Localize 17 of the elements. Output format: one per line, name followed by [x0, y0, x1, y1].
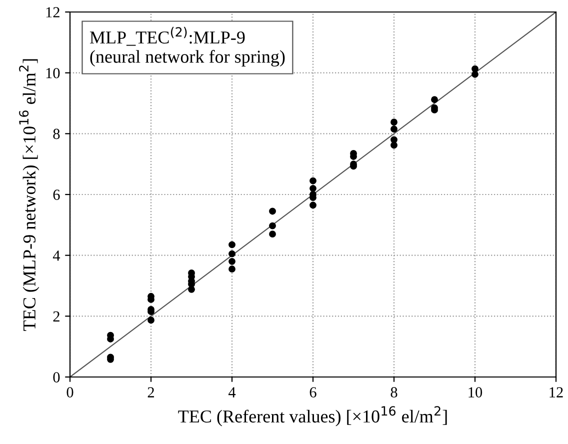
x-tick-label: 0	[66, 387, 74, 398]
x-tick-label: 4	[228, 387, 236, 398]
y-axis-title: TEC (MLP-9 network) [×10$^{16}$ el/m$^{2}$]	[19, 59, 40, 331]
y-tick-label: 0	[53, 372, 60, 382]
y-tick-label: 12	[46, 7, 60, 18]
y-tick-label: 10	[46, 68, 60, 78]
x-tick-label: 10	[468, 387, 482, 398]
y-tick-label: 2	[53, 311, 60, 322]
x-tick-label: 8	[390, 387, 398, 398]
x-axis-title: TEC (Referent values) [×10$^{16}$ el/m$^{2}$]	[178, 406, 447, 426]
x-tick-label: 6	[310, 387, 316, 398]
x-tick-label: 2	[148, 387, 154, 398]
y-tick-label: 6	[53, 190, 60, 200]
y-tick-label: 4	[52, 250, 60, 261]
x-tick-label: 12	[550, 387, 563, 398]
annotation: MLP_TEC$^{(2)}$:MLP-9 (neural network for spring)	[90, 26, 285, 67]
y-tick-label: 8	[53, 128, 60, 140]
